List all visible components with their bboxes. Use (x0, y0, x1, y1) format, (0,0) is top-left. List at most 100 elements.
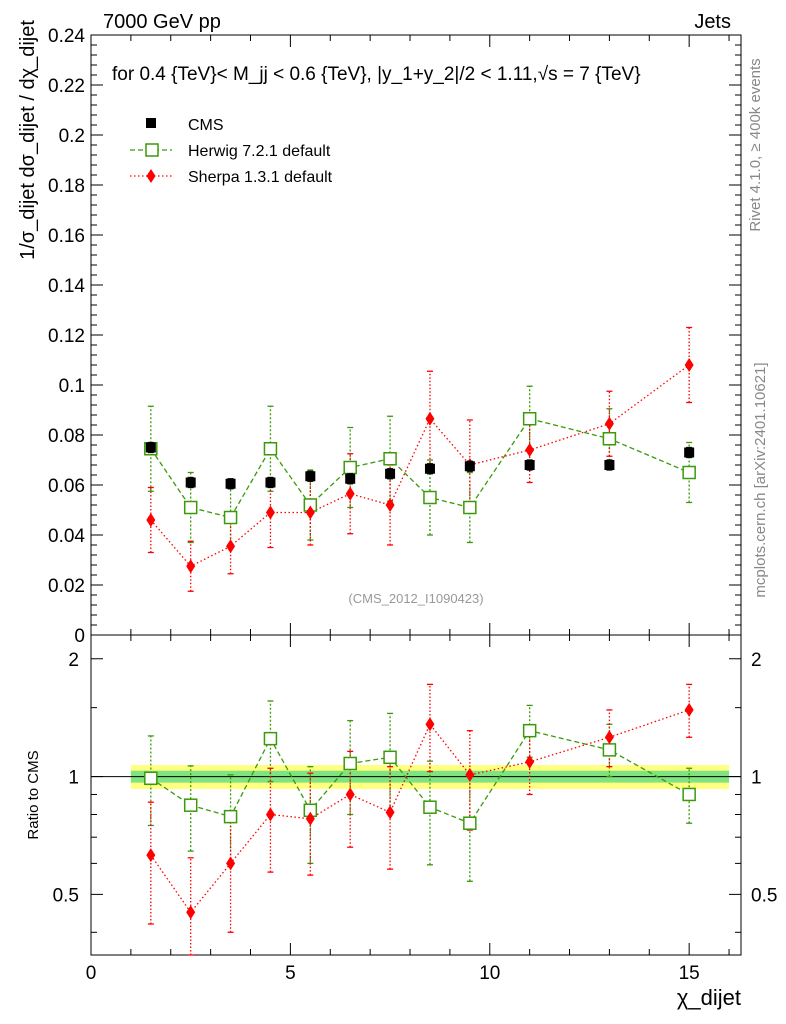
herwig-point (522, 412, 537, 426)
axis-ticks (90, 34, 741, 955)
main-y-tick-label: 0.14 (48, 276, 85, 297)
legend-cms-label: CMS (188, 117, 224, 134)
cms-point (684, 447, 695, 458)
main-y-tick-label: 0 (74, 626, 85, 647)
data-marks (144, 326, 696, 956)
herwig-point (423, 490, 437, 505)
ratio-sherpa-point (146, 848, 156, 863)
ratio-sherpa-point (186, 905, 196, 920)
x-tick-label: 0 (86, 963, 97, 984)
legend-sherpa-marker (146, 169, 156, 183)
ratio-sherpa-point (305, 811, 315, 826)
analysis-watermark: (CMS_2012_I1090423) (348, 591, 483, 606)
sherpa-point (604, 416, 614, 431)
main-y-tick-label: 0.24 (48, 26, 85, 47)
cms-point (424, 463, 435, 474)
cms-point (385, 468, 396, 479)
sherpa-point (146, 513, 156, 527)
header-right: Jets (694, 11, 731, 33)
ratio-herwig-point (602, 743, 617, 757)
herwig-point (682, 465, 696, 480)
cms-point (185, 477, 196, 488)
cms-point (305, 471, 316, 482)
cms-point (524, 460, 535, 470)
main-y-tick-label: 0.2 (59, 126, 85, 147)
main-y-tick-label: 0.02 (48, 576, 85, 597)
sherpa-point (525, 443, 535, 457)
x-tick-label: 5 (285, 963, 296, 984)
x-tick-label: 15 (679, 963, 700, 984)
ratio-herwig-point (522, 723, 537, 738)
herwig-point (183, 500, 198, 515)
ratio-sherpa-point (385, 805, 395, 820)
main-y-tick-label: 0.1 (59, 376, 85, 397)
ratio-sherpa-point (265, 807, 275, 822)
sherpa-point (226, 539, 236, 554)
ratio-sherpa-point (525, 754, 535, 769)
main-y-tick-label: 0.04 (48, 526, 85, 547)
ratio-sherpa-point (425, 717, 435, 732)
ratio-herwig-point (463, 816, 477, 830)
legend-cms-marker (146, 118, 156, 128)
ratio-herwig-point (263, 731, 278, 746)
herwig-point (343, 460, 357, 475)
ratio-sherpa-line (150, 709, 690, 914)
main-y-tick-label: 0.08 (48, 426, 85, 447)
ratio-y-tick-label: 2 (68, 650, 79, 671)
ratio-y-tick-label-right: 1 (751, 768, 762, 789)
x-axis-label: χ_dijet (677, 985, 741, 1010)
x-tick-label: 10 (479, 963, 500, 984)
cms-point (345, 473, 356, 484)
legend-herwig-label: Herwig 7.2.1 default (188, 143, 331, 160)
ratio-herwig-point (144, 771, 158, 786)
cms-point (464, 461, 475, 472)
sherpa-point (305, 505, 315, 520)
mcplots-label: mcplots.cern.ch [arXiv:2401.10621] (752, 362, 769, 597)
main-y-tick-label: 0.22 (48, 76, 85, 97)
header-left: 7000 GeV pp (103, 11, 221, 33)
ratio-y-tick-label: 1 (68, 768, 79, 789)
main-y-tick-label: 0.12 (48, 326, 85, 347)
ratio-sherpa-point (465, 767, 475, 782)
ratio-y-axis-label: Ratio to CMS (25, 750, 42, 839)
ratio-herwig-point (383, 750, 397, 765)
cms-point (225, 478, 236, 489)
sherpa-point (385, 498, 395, 512)
ratio-herwig-point (183, 798, 198, 812)
cms-point (604, 460, 615, 470)
rivet-version-label: Rivet 4.1.0, ≥ 400k events (747, 58, 764, 231)
sherpa-point (684, 358, 694, 372)
main-y-tick-label: 0.18 (48, 176, 85, 197)
ratio-herwig-point (223, 809, 238, 824)
ratio-y-tick-label: 0.5 (53, 885, 79, 906)
herwig-point (463, 500, 477, 515)
plot-subtitle: for 0.4 {TeV}< M_jj < 0.6 {TeV}, |y_1+y_… (112, 64, 641, 85)
ratio-sherpa-point (345, 787, 355, 802)
ratio-y-tick-label-right: 2 (751, 650, 762, 671)
ratio-plot-frame (90, 634, 742, 956)
main-y-axis-label: 1/σ_dijet dσ_dijet / dχ_dijet (17, 20, 39, 260)
cms-point (265, 477, 276, 488)
sherpa-point (265, 505, 275, 520)
cms-point (145, 442, 156, 453)
legend-herwig-marker (145, 143, 159, 157)
axis-tick-labels: 0 0.02 0.04 0.06 0.08 0.1 0.12 0.14 0.16 0.18 0.2 0… (48, 26, 777, 984)
sherpa-point (186, 559, 196, 574)
ratio-y-tick-label-right: 0.5 (751, 885, 777, 906)
herwig-point (383, 452, 397, 466)
ratio-herwig-point (343, 756, 357, 771)
ratio-sherpa-point (684, 702, 694, 717)
main-y-tick-label: 0.06 (48, 476, 85, 497)
herwig-point (263, 442, 278, 456)
sherpa-point (425, 411, 435, 426)
herwig-point (223, 510, 238, 525)
ratio-herwig-point (423, 800, 437, 814)
ratio-sherpa-point (226, 856, 236, 871)
ratio-herwig-point (682, 787, 696, 802)
legend-sherpa-label: Sherpa 1.3.1 default (188, 169, 333, 186)
sherpa-point (345, 486, 355, 501)
herwig-point (602, 432, 617, 446)
legend: CMS Herwig 7.2.1 default Sherpa 1.3.1 de… (130, 117, 333, 186)
ratio-sherpa-point (604, 730, 614, 745)
